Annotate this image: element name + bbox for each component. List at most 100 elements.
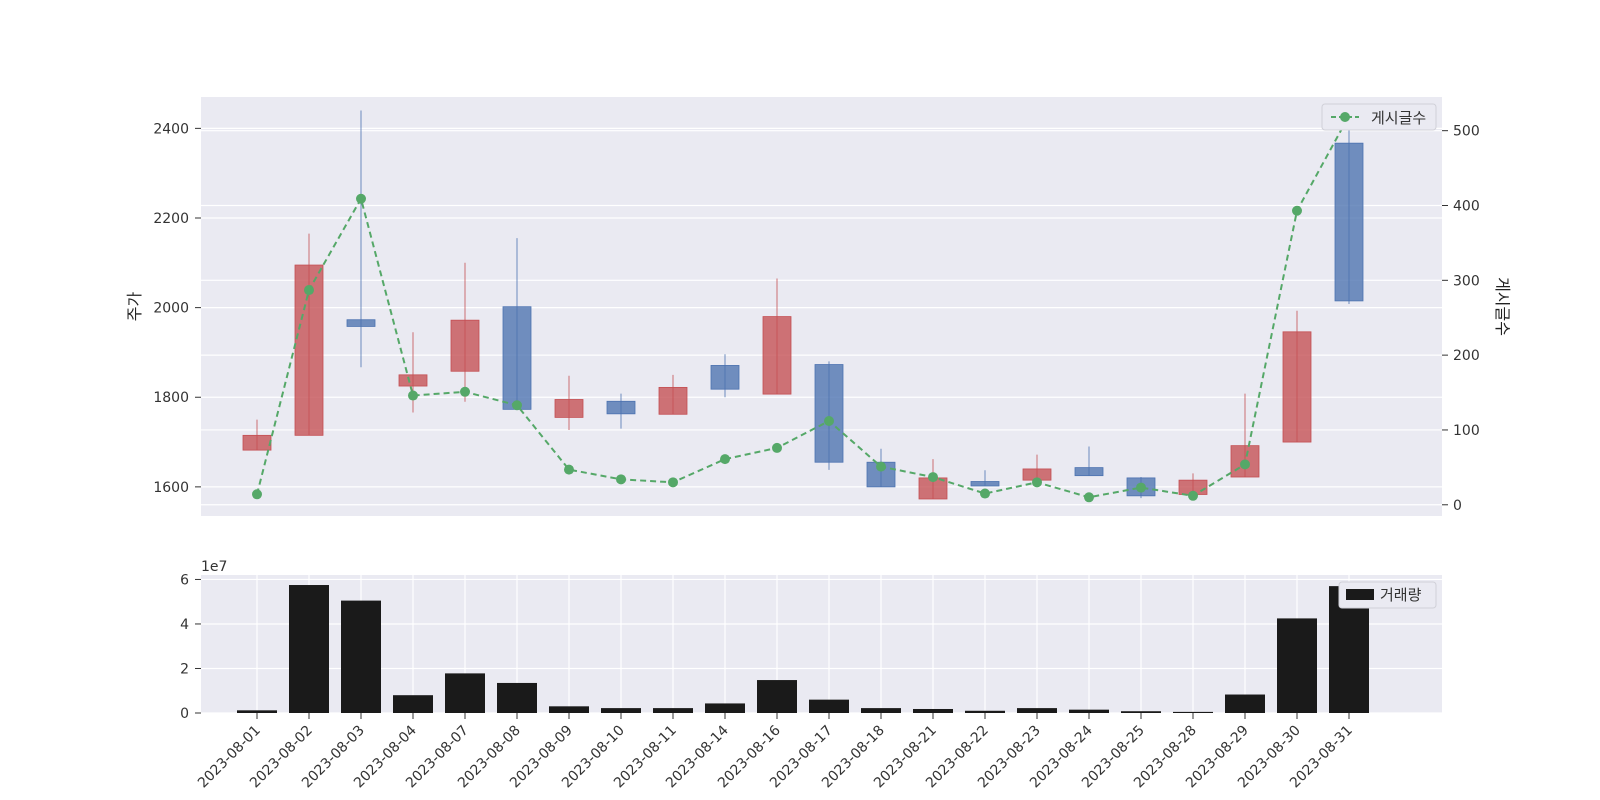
y2-tick-label: 300 (1453, 273, 1480, 289)
volume-bar-2023-08-28 (1173, 711, 1213, 713)
volume-legend: 거래량 (1338, 581, 1437, 609)
volume-bar-2023-08-18 (861, 708, 901, 713)
volume-bar-2023-08-11 (653, 708, 693, 713)
volume-bar-2023-08-23 (1017, 708, 1057, 713)
candle-body (346, 319, 376, 327)
volume-y-tick-label: 0 (180, 706, 189, 722)
candle-body (502, 306, 532, 410)
candle-2023-08-24 (1074, 446, 1104, 477)
legend-label-volume: 거래량 (1380, 586, 1422, 604)
volume-bar-2023-08-25 (1121, 711, 1161, 713)
candle-body (1074, 467, 1104, 477)
volume-bar-2023-08-10 (601, 708, 641, 713)
candle-2023-08-31 (1334, 128, 1364, 305)
y-tick-label: 2000 (153, 301, 189, 317)
posts-point (824, 415, 834, 426)
y-tick-label: 2200 (153, 211, 189, 227)
volume-y-tick-label: 4 (180, 617, 189, 633)
posts-point (980, 488, 990, 499)
posts-point (1240, 459, 1250, 470)
candle-2023-08-16 (762, 278, 792, 395)
candle-body (970, 481, 1000, 487)
candle-2023-08-07 (450, 262, 480, 402)
candle-body (606, 400, 636, 415)
volume-bar-2023-08-24 (1069, 709, 1109, 713)
volume-bar-2023-08-02 (289, 585, 329, 713)
posts-point (512, 400, 522, 411)
posts-point (356, 193, 366, 204)
candle-body (450, 319, 480, 372)
legend-label-posts: 게시글수 (1371, 109, 1426, 127)
posts-line (256, 115, 1350, 499)
candle-2023-08-08 (502, 238, 532, 410)
candle-2023-08-30 (1282, 310, 1312, 443)
candle-body (814, 364, 844, 463)
y2-tick-label: 100 (1453, 423, 1480, 439)
candle-2023-08-14 (710, 354, 740, 398)
candle-body (658, 386, 688, 415)
posts-point (1032, 477, 1042, 488)
posts-point (1084, 492, 1094, 503)
candle-body (1334, 142, 1364, 302)
posts-point (304, 285, 314, 296)
candlesticks (242, 110, 1364, 500)
volume-y-tick-label: 2 (180, 661, 189, 677)
volume-scale-label: 1e7 (201, 559, 227, 575)
posts-point (564, 464, 574, 475)
posts-point (928, 472, 938, 483)
y2-tick-label: 200 (1453, 348, 1480, 364)
y-tick-label: 2400 (153, 121, 189, 137)
y2-tick-label: 400 (1453, 198, 1480, 214)
candle-2023-08-03 (346, 110, 376, 368)
posts-point (720, 454, 730, 465)
volume-bars (237, 585, 1369, 713)
candle-2023-08-28 (1178, 473, 1208, 495)
posts-series (252, 110, 1354, 503)
candle-body (554, 399, 584, 418)
volume-bar-2023-08-09 (549, 706, 589, 713)
volume-y-tick-label: 6 (180, 572, 189, 588)
volume-bar-2023-08-14 (705, 703, 745, 713)
candle-2023-08-17 (814, 361, 844, 470)
posts-point (876, 461, 886, 472)
posts-point (616, 474, 626, 485)
y-axis-label: 주가 (125, 292, 144, 322)
volume-bar-2023-08-03 (341, 600, 381, 713)
volume-bar-2023-08-21 (913, 708, 953, 713)
volume-bar-2023-08-17 (809, 699, 849, 713)
volume-bar-2023-08-30 (1277, 618, 1317, 713)
y2-tick-label: 0 (1453, 498, 1462, 514)
candle-body (1282, 331, 1312, 443)
volume-plot-background (201, 575, 1442, 713)
volume-bar-2023-08-16 (757, 680, 797, 713)
candle-2023-08-10 (606, 393, 636, 429)
posts-point (1136, 482, 1146, 493)
y2-tick-label: 500 (1453, 124, 1480, 140)
posts-point (252, 489, 262, 500)
candle-body (710, 365, 740, 390)
volume-bar-2023-08-22 (965, 710, 1005, 713)
volume-bar-2023-08-07 (445, 673, 485, 713)
candle-body (398, 374, 428, 387)
price-axes: 1600 1800 2000 2200 2400 0 100 200 300 400 500 (153, 121, 1479, 513)
posts-point (668, 477, 678, 488)
posts-point (1292, 205, 1302, 216)
legend-box (1338, 581, 1437, 609)
candle-2023-08-11 (658, 374, 688, 415)
legend-marker-swatch (1340, 112, 1350, 122)
volume-bar-2023-08-04 (393, 695, 433, 713)
posts-point (460, 386, 470, 397)
volume-bar-2023-08-29 (1225, 694, 1265, 713)
legend-box (1321, 103, 1437, 131)
candle-body (242, 434, 272, 451)
candle-2023-08-09 (554, 375, 584, 430)
legend-bar-swatch (1346, 589, 1374, 600)
posts-point (408, 390, 418, 401)
posts-point (772, 442, 782, 453)
y-tick-label: 1600 (153, 480, 189, 496)
y-tick-label: 1800 (153, 390, 189, 406)
candle-2023-08-22 (970, 470, 1000, 487)
posts-point (1188, 490, 1198, 501)
volume-bar-2023-08-08 (497, 682, 537, 713)
